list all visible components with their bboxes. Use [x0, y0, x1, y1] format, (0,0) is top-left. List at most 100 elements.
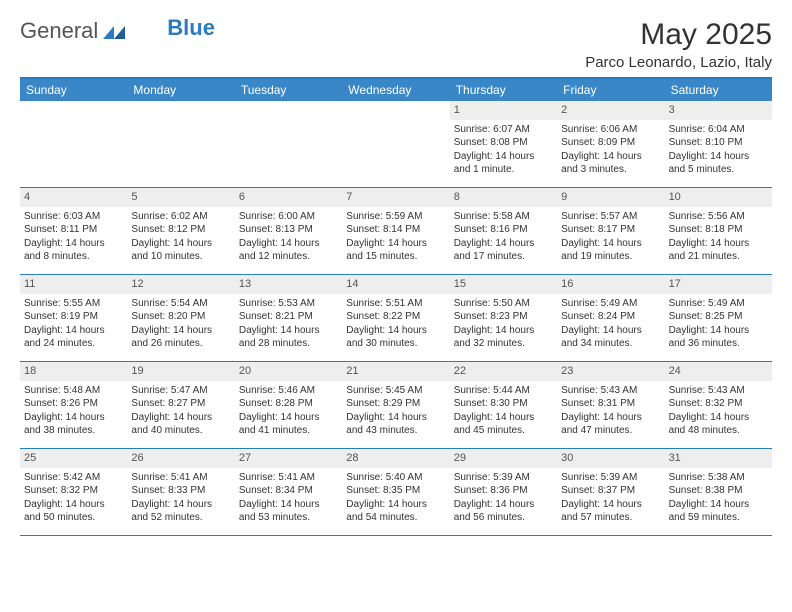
- logo-text-general: General: [20, 18, 98, 44]
- day-body: Sunrise: 5:43 AMSunset: 8:32 PMDaylight:…: [669, 384, 768, 438]
- day-cell: 2Sunrise: 6:06 AMSunset: 8:09 PMDaylight…: [557, 101, 664, 187]
- daylight-line: Daylight: 14 hours and 21 minutes.: [669, 237, 768, 264]
- daylight-line: Daylight: 14 hours and 19 minutes.: [561, 237, 660, 264]
- dayname-wednesday: Wednesday: [342, 79, 449, 101]
- day-number: 14: [342, 275, 449, 294]
- sunrise-line: Sunrise: 5:51 AM: [346, 297, 445, 311]
- day-number: 24: [665, 362, 772, 381]
- week-row: 18Sunrise: 5:48 AMSunset: 8:26 PMDayligh…: [20, 362, 772, 449]
- daylight-line: Daylight: 14 hours and 8 minutes.: [24, 237, 123, 264]
- sunrise-line: Sunrise: 5:53 AM: [239, 297, 338, 311]
- day-body: Sunrise: 5:53 AMSunset: 8:21 PMDaylight:…: [239, 297, 338, 351]
- daylight-line: Daylight: 14 hours and 12 minutes.: [239, 237, 338, 264]
- sunset-line: Sunset: 8:22 PM: [346, 310, 445, 324]
- daylight-line: Daylight: 14 hours and 53 minutes.: [239, 498, 338, 525]
- daylight-line: Daylight: 14 hours and 48 minutes.: [669, 411, 768, 438]
- sunset-line: Sunset: 8:35 PM: [346, 484, 445, 498]
- day-cell: 1 Sunrise: 6:07 AMSunset: 8:08 PMDaylight…: [450, 101, 557, 187]
- empty-cell: .: [342, 101, 449, 187]
- sunset-line: Sunset: 8:28 PM: [239, 397, 338, 411]
- daylight-line: Daylight: 14 hours and 32 minutes.: [454, 324, 553, 351]
- day-number: 6: [235, 188, 342, 207]
- day-body: Sunrise: 5:40 AMSunset: 8:35 PMDaylight:…: [346, 471, 445, 525]
- sunrise-line: Sunrise: 5:55 AM: [24, 297, 123, 311]
- empty-cell: .: [235, 101, 342, 187]
- sunrise-line: Sunrise: 5:43 AM: [669, 384, 768, 398]
- day-cell: 22Sunrise: 5:44 AMSunset: 8:30 PMDayligh…: [450, 362, 557, 448]
- day-body: Sunrise: 5:43 AMSunset: 8:31 PMDaylight:…: [561, 384, 660, 438]
- day-number: 20: [235, 362, 342, 381]
- sunrise-line: Sunrise: 5:45 AM: [346, 384, 445, 398]
- day-number: 27: [235, 449, 342, 468]
- day-body: Sunrise: 5:51 AMSunset: 8:22 PMDaylight:…: [346, 297, 445, 351]
- sunset-line: Sunset: 8:16 PM: [454, 223, 553, 237]
- sunset-line: Sunset: 8:12 PM: [131, 223, 230, 237]
- day-cell: 19 Sunrise: 5:47 AMSunset: 8:27 PMDayligh…: [127, 362, 234, 448]
- day-cell: 23Sunrise: 5:43 AMSunset: 8:31 PMDayligh…: [557, 362, 664, 448]
- day-number: 8: [450, 188, 557, 207]
- dayname-thursday: Thursday: [450, 79, 557, 101]
- sunrise-line: Sunrise: 5:57 AM: [561, 210, 660, 224]
- day-number: 4: [20, 188, 127, 207]
- sunrise-line: Sunrise: 5:46 AM: [239, 384, 338, 398]
- daylight-line: Daylight: 14 hours and 30 minutes.: [346, 324, 445, 351]
- day-number: 28: [342, 449, 449, 468]
- daylight-line: Daylight: 14 hours and 59 minutes.: [669, 498, 768, 525]
- day-body: Sunrise: 5:59 AMSunset: 8:14 PMDaylight:…: [346, 210, 445, 264]
- day-body: Sunrise: 6:07 AMSunset: 8:08 PMDaylight:…: [454, 123, 553, 177]
- sunrise-line: Sunrise: 5:50 AM: [454, 297, 553, 311]
- daylight-line: Daylight: 14 hours and 54 minutes.: [346, 498, 445, 525]
- daylight-line: Daylight: 14 hours and 50 minutes.: [24, 498, 123, 525]
- day-number: 10: [665, 188, 772, 207]
- sunrise-line: Sunrise: 5:58 AM: [454, 210, 553, 224]
- day-cell: 5Sunrise: 6:02 AMSunset: 8:12 PMDaylight…: [127, 188, 234, 274]
- day-number: 29: [450, 449, 557, 468]
- daylight-line: Daylight: 14 hours and 38 minutes.: [24, 411, 123, 438]
- day-number: 19: [127, 362, 234, 381]
- day-number: 2: [557, 101, 664, 120]
- sunrise-line: Sunrise: 5:38 AM: [669, 471, 768, 485]
- sunset-line: Sunset: 8:08 PM: [454, 136, 553, 150]
- day-body: Sunrise: 5:48 AMSunset: 8:26 PMDaylight:…: [24, 384, 123, 438]
- sunrise-line: Sunrise: 6:07 AM: [454, 123, 553, 137]
- sunset-line: Sunset: 8:11 PM: [24, 223, 123, 237]
- day-number: 25: [20, 449, 127, 468]
- sunrise-line: Sunrise: 5:41 AM: [239, 471, 338, 485]
- day-number: 15: [450, 275, 557, 294]
- daylight-line: Daylight: 14 hours and 5 minutes.: [669, 150, 768, 177]
- day-number: 16: [557, 275, 664, 294]
- day-cell: 31 Sunrise: 5:38 AMSunset: 8:38 PMDayligh…: [665, 449, 772, 535]
- sunrise-line: Sunrise: 6:02 AM: [131, 210, 230, 224]
- sunset-line: Sunset: 8:30 PM: [454, 397, 553, 411]
- day-body: Sunrise: 5:56 AMSunset: 8:18 PMDaylight:…: [669, 210, 768, 264]
- day-number: 31: [665, 449, 772, 468]
- day-cell: 3Sunrise: 6:04 AMSunset: 8:10 PMDaylight…: [665, 101, 772, 187]
- day-body: Sunrise: 5:38 AMSunset: 8:38 PMDaylight:…: [669, 471, 768, 525]
- day-number: 13: [235, 275, 342, 294]
- sunset-line: Sunset: 8:34 PM: [239, 484, 338, 498]
- daylight-line: Daylight: 14 hours and 45 minutes.: [454, 411, 553, 438]
- sunset-line: Sunset: 8:33 PM: [131, 484, 230, 498]
- day-number: 12: [127, 275, 234, 294]
- day-cell: 15Sunrise: 5:50 AMSunset: 8:23 PMDayligh…: [450, 275, 557, 361]
- sunrise-line: Sunrise: 5:39 AM: [561, 471, 660, 485]
- logo-triangle-icon: [103, 19, 125, 45]
- day-number: 17: [665, 275, 772, 294]
- logo-text-blue: Blue: [167, 15, 215, 41]
- location-text: Parco Leonardo, Lazio, Italy: [585, 54, 772, 71]
- day-body: Sunrise: 6:02 AMSunset: 8:12 PMDaylight:…: [131, 210, 230, 264]
- daylight-line: Daylight: 14 hours and 24 minutes.: [24, 324, 123, 351]
- week-row: 11Sunrise: 5:55 AMSunset: 8:19 PMDayligh…: [20, 275, 772, 362]
- sunrise-line: Sunrise: 6:06 AM: [561, 123, 660, 137]
- sunrise-line: Sunrise: 5:41 AM: [131, 471, 230, 485]
- dayname-sunday: Sunday: [20, 79, 127, 101]
- day-body: Sunrise: 5:47 AMSunset: 8:27 PMDaylight:…: [131, 384, 230, 438]
- day-cell: 27 Sunrise: 5:41 AMSunset: 8:34 PMDayligh…: [235, 449, 342, 535]
- day-body: Sunrise: 5:42 AMSunset: 8:32 PMDaylight:…: [24, 471, 123, 525]
- daylight-line: Daylight: 14 hours and 17 minutes.: [454, 237, 553, 264]
- day-number: 1: [450, 101, 557, 120]
- calendar: SundayMondayTuesdayWednesdayThursdayFrid…: [20, 77, 772, 536]
- sunrise-line: Sunrise: 5:47 AM: [131, 384, 230, 398]
- week-row: ....1Sunrise: 6:07 AMSunset: 8:08 PMDayl…: [20, 101, 772, 188]
- daylight-line: Daylight: 14 hours and 52 minutes.: [131, 498, 230, 525]
